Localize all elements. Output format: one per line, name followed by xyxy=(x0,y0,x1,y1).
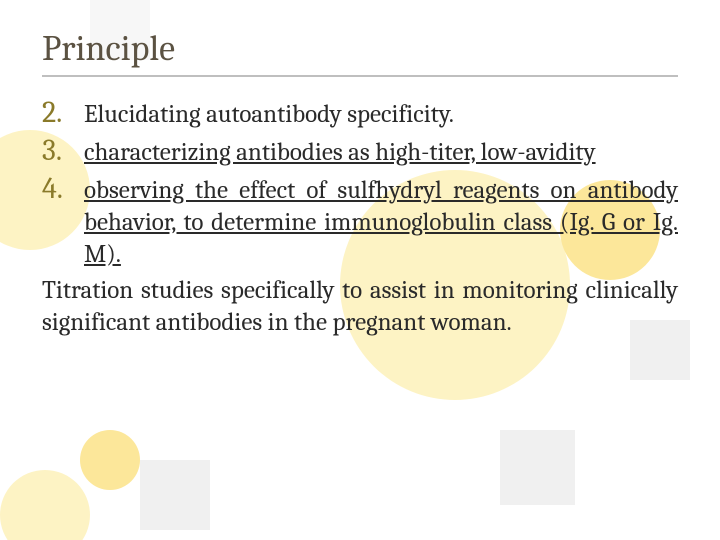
item-text: characterizing antibodies as high-titer,… xyxy=(84,137,678,169)
item-number: 3. xyxy=(42,133,76,168)
list-item: 2. Elucidating autoantibody specificity. xyxy=(42,95,678,131)
slide-title: Principle xyxy=(42,28,678,77)
list-item: 3. characterizing antibodies as high-tit… xyxy=(42,133,678,169)
list-item: 4. observing the effect of sulfhydryl re… xyxy=(42,171,678,271)
item-number: 2. xyxy=(42,95,76,130)
bg-square xyxy=(140,460,210,530)
item-text: Elucidating autoantibody specificity. xyxy=(84,99,678,131)
bg-square xyxy=(500,430,575,505)
slide-content: Principle 2. Elucidating autoantibody sp… xyxy=(0,0,720,367)
item-text: observing the effect of sulfhydryl reage… xyxy=(84,175,678,271)
body-text: 2. Elucidating autoantibody specificity.… xyxy=(42,95,678,339)
bg-circle xyxy=(0,470,90,540)
bg-circle xyxy=(80,430,140,490)
item-number: 4. xyxy=(42,171,76,206)
paragraph: Titration studies specifically to assist… xyxy=(42,275,678,339)
